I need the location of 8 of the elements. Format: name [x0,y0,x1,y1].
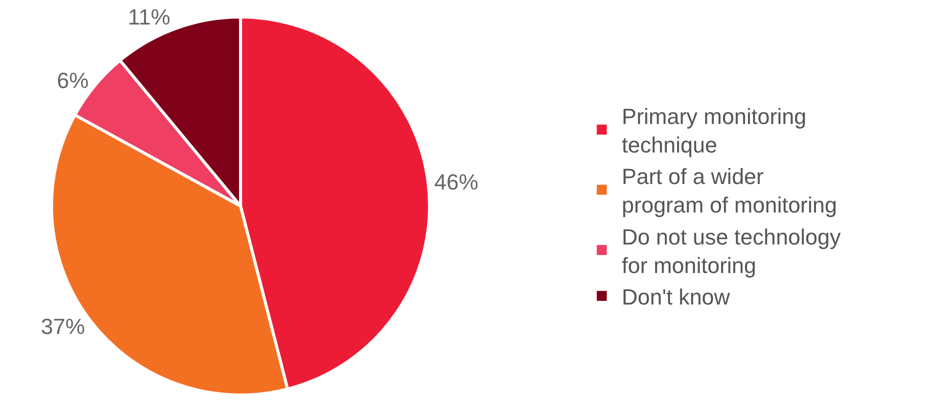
data-label: 11% [128,4,170,30]
legend-label: Don't know [622,284,730,310]
legend-label: Primary monitoring technique [622,104,806,158]
data-label: 6% [56,68,89,93]
legend-label: Do not use technology for monitoring [622,224,841,278]
data-label: 37% [40,314,85,340]
legend-label: Part of a wider program of monitoring [622,164,837,218]
data-label: 46% [434,170,478,195]
